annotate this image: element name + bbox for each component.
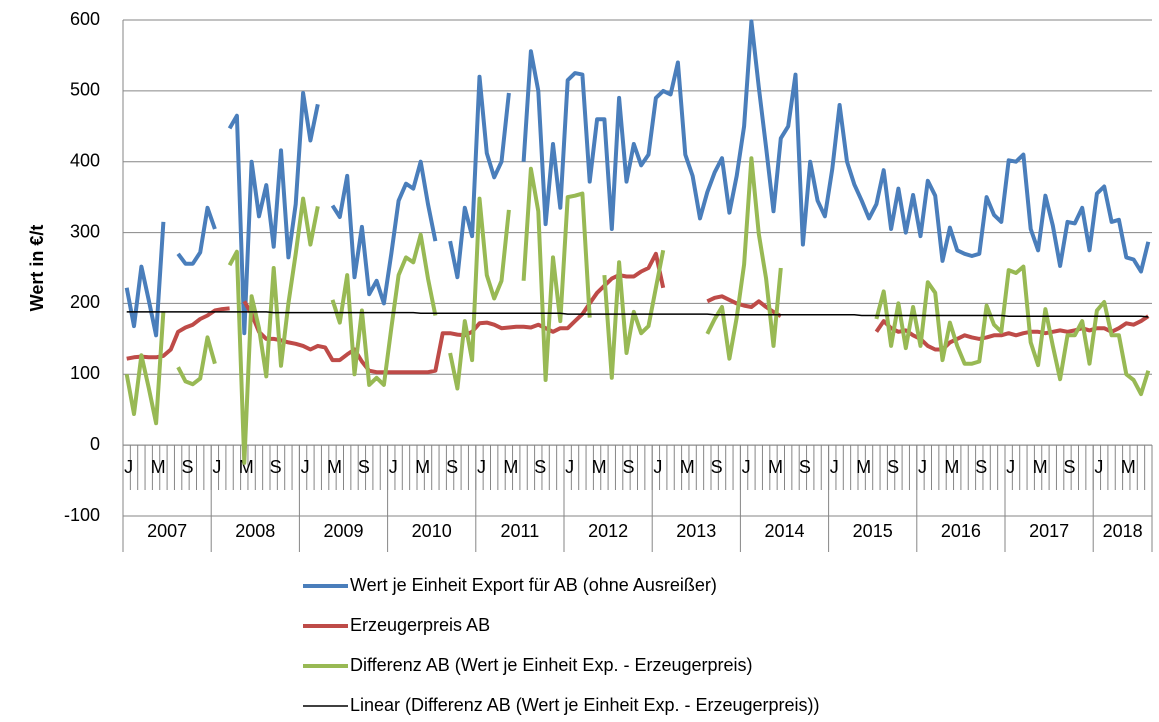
year-label: 2012 [588,521,628,541]
x-tick-label: J [1094,457,1103,477]
x-tick-label: M [327,457,342,477]
y-tick-label: 400 [70,150,100,170]
x-tick-label: M [856,457,871,477]
year-label: 2014 [764,521,804,541]
legend-label: Differenz AB (Wert je Einheit Exp. - Erz… [350,655,753,675]
x-tick-label: J [389,457,398,477]
x-tick-label: M [503,457,518,477]
year-label: 2013 [676,521,716,541]
x-tick-label: S [1063,457,1075,477]
year-label: 2011 [501,521,540,541]
y-axis-label: Wert in €/t [27,225,47,312]
x-tick-label: J [653,457,662,477]
x-tick-label: M [768,457,783,477]
x-tick-label: S [622,457,634,477]
year-label: 2010 [412,521,452,541]
x-tick-label: M [415,457,430,477]
x-tick-label: M [1033,457,1048,477]
series-line [124,156,1151,465]
year-label: 2017 [1029,521,1069,541]
legend-label: Erzeugerpreis AB [350,615,490,635]
x-tick-label: S [975,457,987,477]
x-tick-label: J [301,457,310,477]
year-label: 2008 [235,521,275,541]
legend-label: Wert je Einheit Export für AB (ohne Ausr… [350,575,717,595]
year-label: 2007 [147,521,187,541]
x-tick-label: S [711,457,723,477]
series-line [126,251,1150,375]
series-line [126,311,1149,318]
x-tick-label: J [1006,457,1015,477]
x-tick-label: S [270,457,282,477]
x-tick-label: J [565,457,574,477]
y-tick-label: -100 [64,505,100,525]
x-tick-label: J [742,457,751,477]
x-tick-label: J [830,457,839,477]
y-tick-label: 0 [90,434,100,454]
year-label: 2016 [941,521,981,541]
series-line [124,19,1151,338]
x-tick-label: M [1121,457,1136,477]
year-label: 2015 [853,521,893,541]
x-tick-label: S [799,457,811,477]
x-tick-label: S [534,457,546,477]
x-tick-label: J [212,457,221,477]
x-tick-label: S [181,457,193,477]
y-tick-label: 600 [70,9,100,29]
y-tick-label: 300 [70,221,100,241]
x-tick-label: M [944,457,959,477]
legend-label: Linear (Differenz AB (Wert je Einheit Ex… [350,695,820,715]
x-tick-label: M [680,457,695,477]
year-label: 2018 [1103,521,1143,541]
year-label: 2009 [323,521,363,541]
x-tick-label: J [477,457,486,477]
y-tick-label: 200 [70,292,100,312]
x-tick-label: M [151,457,166,477]
x-tick-label: J [918,457,927,477]
x-tick-label: S [887,457,899,477]
x-tick-label: S [358,457,370,477]
x-tick-label: J [124,457,133,477]
x-tick-label: M [592,457,607,477]
y-tick-label: 500 [70,80,100,100]
x-tick-label: S [446,457,458,477]
y-tick-label: 100 [70,363,100,383]
